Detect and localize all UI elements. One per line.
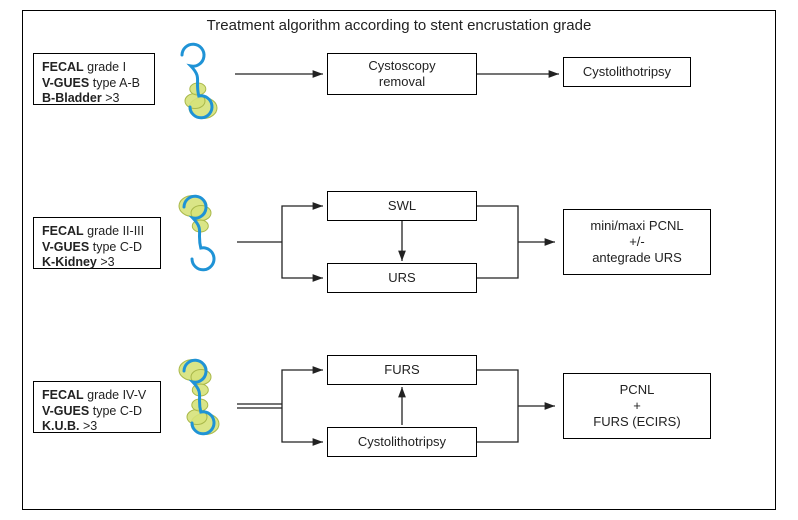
step-swl: SWL bbox=[327, 191, 477, 221]
step-cystolithotripsy: Cystolithotripsy bbox=[563, 57, 691, 87]
result-pcnl-antegrade: mini/maxi PCNL+/-antegrade URS bbox=[563, 209, 711, 275]
diagram-frame: Treatment algorithm according to stent e… bbox=[22, 10, 776, 510]
criteria-row-2: FECAL grade II-IIIV-GUES type C-DK-Kidne… bbox=[33, 217, 161, 269]
result-pcnl-furs: PCNL+FURS (ECIRS) bbox=[563, 373, 711, 439]
step-cystoscopy-removal: Cystoscopyremoval bbox=[327, 53, 477, 95]
step-furs: FURS bbox=[327, 355, 477, 385]
step-cystolithotripsy-2: Cystolithotripsy bbox=[327, 427, 477, 457]
criteria-row-3: FECAL grade IV-VV-GUES type C-DK.U.B. >3 bbox=[33, 381, 161, 433]
criteria-row-1: FECAL grade IV-GUES type A-BB-Bladder >3 bbox=[33, 53, 155, 105]
diagram-title: Treatment algorithm according to stent e… bbox=[23, 17, 775, 34]
step-urs: URS bbox=[327, 263, 477, 293]
